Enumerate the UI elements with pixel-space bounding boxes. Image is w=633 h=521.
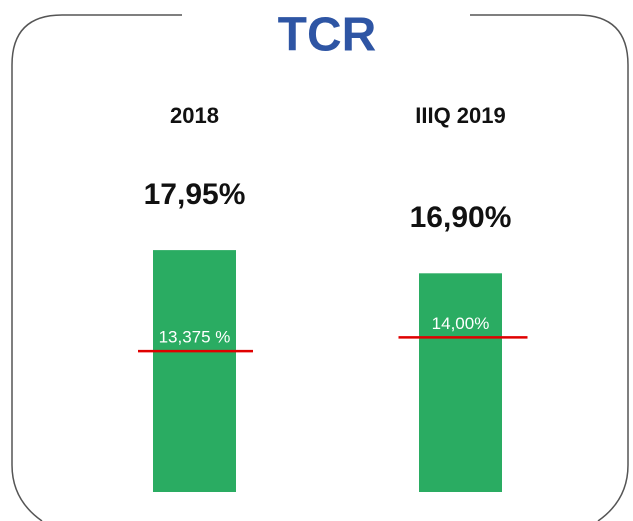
value-label: 17,95% bbox=[144, 178, 246, 211]
chart-title: TCR bbox=[278, 9, 377, 62]
bar bbox=[153, 250, 236, 492]
bar bbox=[419, 273, 502, 492]
frame-right bbox=[470, 14, 629, 521]
value-label: 16,90% bbox=[410, 201, 512, 234]
category-label: IIIQ 2019 bbox=[415, 103, 506, 128]
threshold-label: 14,00% bbox=[432, 314, 490, 333]
category-label: 2018 bbox=[170, 103, 219, 128]
frame-left bbox=[11, 14, 182, 521]
threshold-label: 13,375 % bbox=[159, 328, 231, 347]
